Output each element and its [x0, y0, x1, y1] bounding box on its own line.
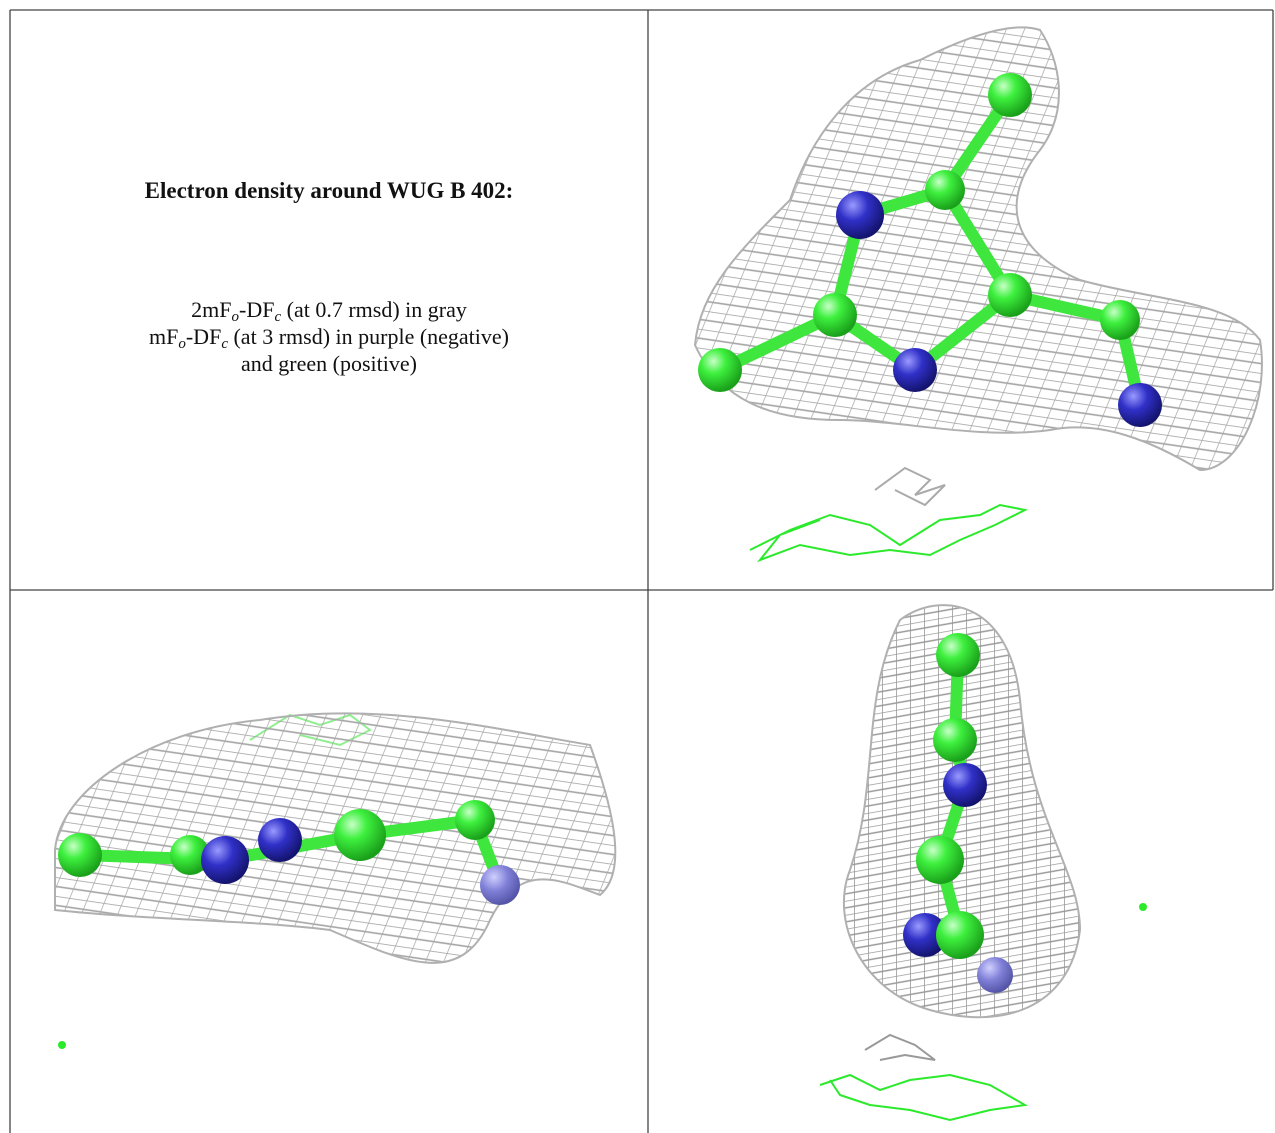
subscript: c	[221, 336, 228, 352]
caption-lines: 2mFo-DFc (at 0.7 rmsd) in gray mFo-DFc (…	[12, 296, 646, 377]
text: (at 3 rmsd) in purple (negative)	[227, 324, 509, 349]
subscript: c	[274, 309, 282, 325]
text: (at 0.7 rmsd) in gray	[281, 297, 467, 322]
caption: Electron density around WUG B 402: 2mFo-…	[12, 12, 646, 588]
text: -DF	[239, 297, 275, 322]
text: 2mF	[191, 297, 232, 322]
subscript: o	[178, 336, 186, 352]
density-view-1	[693, 26, 1263, 563]
density-view-3	[819, 604, 1147, 1122]
text: -DF	[185, 324, 222, 349]
density-view-2	[54, 712, 617, 1049]
text: and green (positive)	[241, 351, 417, 376]
caption-line: 2mFo-DFc (at 0.7 rmsd) in gray	[12, 296, 646, 325]
text: mF	[149, 324, 179, 349]
caption-title: Electron density around WUG B 402:	[144, 178, 514, 203]
table-borders	[9, 9, 1274, 1133]
subscript: o	[231, 309, 240, 325]
caption-line: and green (positive)	[12, 350, 646, 377]
caption-line: mFo-DFc (at 3 rmsd) in purple (negative)	[12, 323, 646, 352]
